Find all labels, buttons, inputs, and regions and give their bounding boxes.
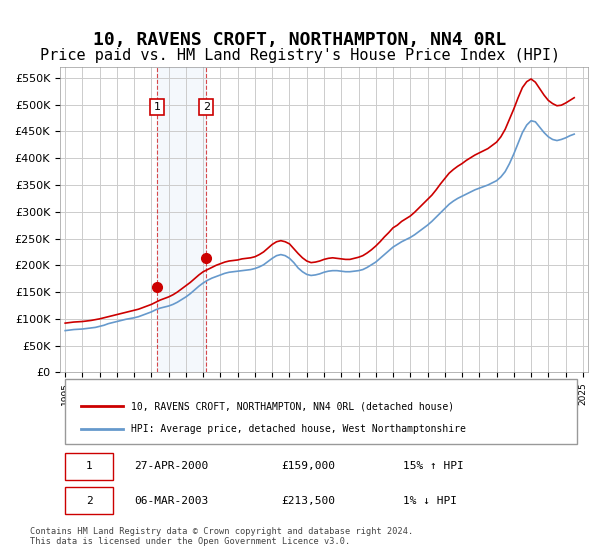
Text: 1% ↓ HPI: 1% ↓ HPI xyxy=(403,496,457,506)
Bar xyxy=(157,67,206,372)
Text: 2: 2 xyxy=(86,496,92,506)
Text: 27-APR-2000: 27-APR-2000 xyxy=(134,461,208,472)
Text: 15% ↑ HPI: 15% ↑ HPI xyxy=(403,461,464,472)
Text: HPI: Average price, detached house, West Northamptonshire: HPI: Average price, detached house, West… xyxy=(131,423,466,433)
Text: 10, RAVENS CROFT, NORTHAMPTON, NN4 0RL (detached house): 10, RAVENS CROFT, NORTHAMPTON, NN4 0RL (… xyxy=(131,402,454,412)
Text: 06-MAR-2003: 06-MAR-2003 xyxy=(134,496,208,506)
Text: £213,500: £213,500 xyxy=(282,496,336,506)
FancyBboxPatch shape xyxy=(65,487,113,515)
Text: 1: 1 xyxy=(154,102,160,112)
Text: 1: 1 xyxy=(86,461,92,472)
Text: £159,000: £159,000 xyxy=(282,461,336,472)
Text: 2: 2 xyxy=(203,102,210,112)
Text: Price paid vs. HM Land Registry's House Price Index (HPI): Price paid vs. HM Land Registry's House … xyxy=(40,48,560,63)
Text: Contains HM Land Registry data © Crown copyright and database right 2024.
This d: Contains HM Land Registry data © Crown c… xyxy=(30,526,413,546)
FancyBboxPatch shape xyxy=(65,379,577,444)
Text: 10, RAVENS CROFT, NORTHAMPTON, NN4 0RL: 10, RAVENS CROFT, NORTHAMPTON, NN4 0RL xyxy=(94,31,506,49)
FancyBboxPatch shape xyxy=(65,452,113,480)
